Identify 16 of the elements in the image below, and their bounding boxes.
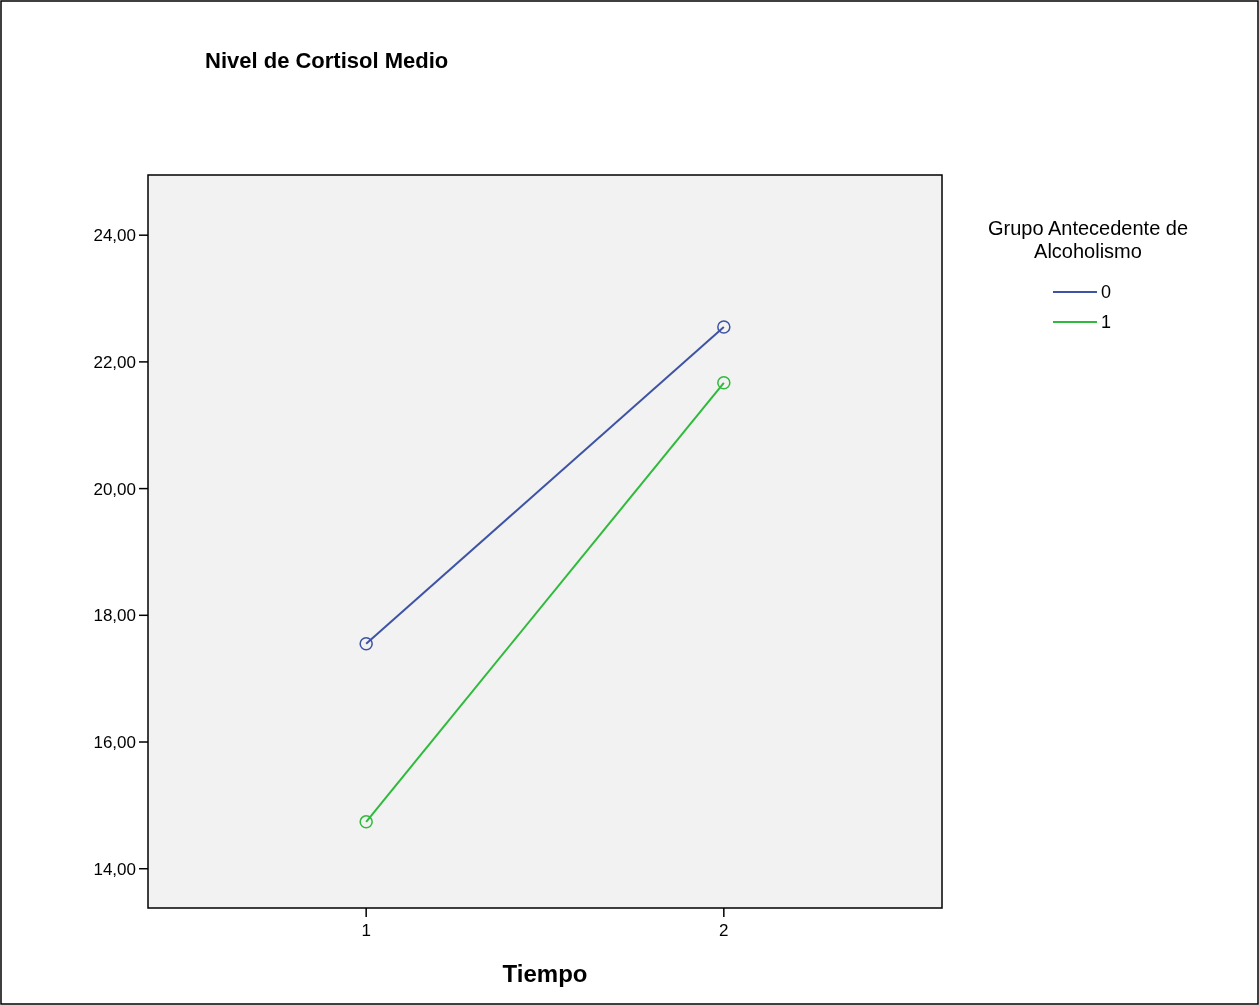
chart-title: Nivel de Cortisol Medio bbox=[205, 48, 449, 73]
x-tick-label: 2 bbox=[719, 921, 729, 940]
point bbox=[717, 320, 731, 334]
point bbox=[359, 637, 373, 651]
y-tick-label: 18,00 bbox=[93, 606, 136, 626]
y-tick-label: 20,00 bbox=[93, 479, 136, 499]
legend-title: Grupo Antecedente de Alcoholismo bbox=[987, 217, 1189, 262]
y-tick-label: 24,00 bbox=[93, 226, 136, 246]
point bbox=[359, 815, 373, 829]
y-tick-label: 14,00 bbox=[93, 859, 136, 879]
legend-label: 0 bbox=[1101, 282, 1112, 303]
x-axis-title: Tiempo bbox=[502, 960, 588, 987]
point bbox=[717, 376, 731, 390]
y-tick-label: 22,00 bbox=[93, 352, 136, 372]
legend-label: 1 bbox=[1101, 312, 1112, 333]
y-tick-label: 16,00 bbox=[93, 732, 136, 752]
